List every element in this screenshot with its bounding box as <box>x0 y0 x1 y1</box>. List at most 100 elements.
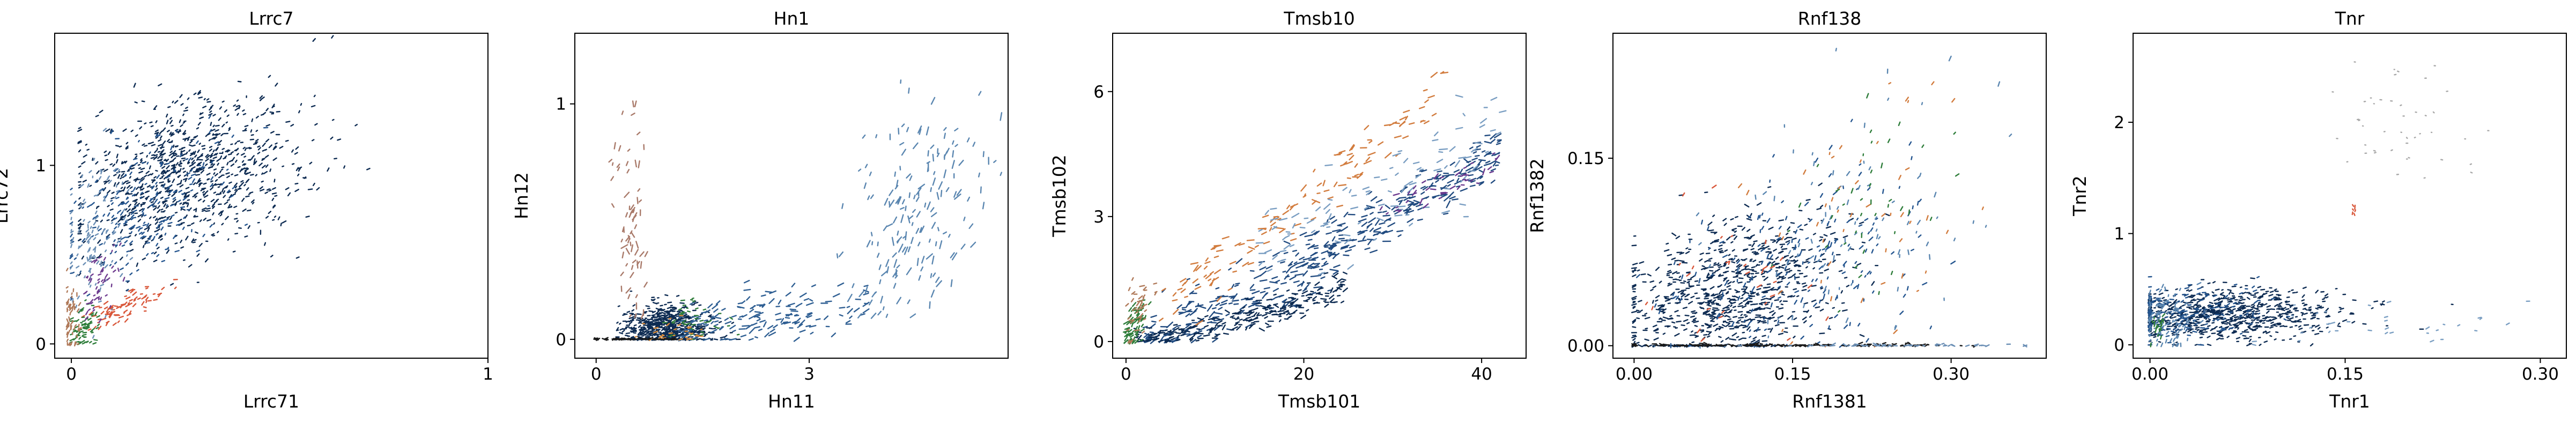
series-6 <box>593 336 677 341</box>
series-3 <box>1255 94 1507 276</box>
series-4 <box>662 297 740 340</box>
panel-1: Hn1 0 3 0 1 Hn11 Hn12 <box>511 8 1009 412</box>
y-axis-label: Rnf1382 <box>1527 158 1548 233</box>
axes-frame <box>54 33 488 359</box>
series-6-marks <box>1631 342 1979 348</box>
series-3 <box>77 279 178 331</box>
series-1-marks <box>69 115 269 301</box>
series-6 <box>65 268 82 347</box>
series-1 <box>1636 119 1956 349</box>
data-layer <box>65 35 371 347</box>
series-1 <box>69 115 269 301</box>
series-4 <box>1379 152 1500 215</box>
series-4-marks <box>1771 93 1960 313</box>
panel-0: Lrrc7 0 1 0 1 Lrrc71 Lrrc72 <box>0 8 493 412</box>
x-tick-label: 0 <box>66 365 77 384</box>
y-axis-label: Tmsb102 <box>1049 154 1070 237</box>
axes-frame <box>2133 33 2567 359</box>
series-3 <box>608 100 648 320</box>
series-1-marks <box>677 279 870 342</box>
series-0-marks <box>2148 277 2454 347</box>
series-4-marks <box>69 299 100 345</box>
axes-frame <box>574 33 1009 359</box>
series-3-marks <box>2252 300 2530 346</box>
panel-title: Rnf138 <box>1798 8 1861 29</box>
panel-2: Tmsb10 0 20 40 0 3 6 Tmsb101 Tmsb102 <box>1049 8 1527 412</box>
series-2 <box>1159 71 1449 326</box>
y-tick-label: 1 <box>556 95 566 114</box>
x-tick-label: 40 <box>1471 365 1492 384</box>
panel-title: Tnr <box>2335 8 2365 29</box>
series-3 <box>1738 81 1984 347</box>
x-tick-label: 3 <box>804 365 815 384</box>
series-3-marks <box>1738 81 1984 347</box>
x-axis-label: Rnf1381 <box>1792 391 1867 412</box>
data-layer <box>1631 48 2027 349</box>
series-4 <box>1771 93 1960 313</box>
y-tick-label: 6 <box>1093 83 1104 102</box>
x-tick-label: 0.00 <box>2131 365 2168 384</box>
series-4-marks <box>1379 152 1500 215</box>
series-5 <box>2351 204 2356 216</box>
series-2 <box>69 128 134 339</box>
y-tick-label: 0.00 <box>1567 337 1604 356</box>
series-7-marks <box>1737 342 2027 347</box>
axes-frame <box>1612 33 2047 359</box>
series-4-marks <box>2331 61 2490 179</box>
series-2-marks <box>2148 282 2204 347</box>
series-0 <box>2148 277 2454 347</box>
series-0 <box>1142 133 1502 344</box>
panel-title: Tmsb10 <box>1283 8 1354 29</box>
series-4 <box>2331 61 2490 179</box>
series-5-marks <box>1645 184 1829 342</box>
series-2 <box>836 79 1003 319</box>
x-tick-label: 0 <box>1121 365 1131 384</box>
series-2-marks <box>69 128 134 339</box>
data-layer <box>1122 71 1507 345</box>
series-3-marks <box>1255 94 1507 276</box>
series-2-marks <box>1159 71 1449 326</box>
series-4-marks <box>662 297 740 340</box>
series-2-marks <box>1654 48 2012 349</box>
panel-4: Tnr 0.00 0.15 0.30 0 1 2 Tnr1 Tnr2 <box>2069 8 2567 412</box>
series-6 <box>1125 277 1158 345</box>
series-5 <box>1645 184 1829 342</box>
series-7 <box>1737 342 2027 347</box>
x-tick-label: 0.15 <box>1774 365 1811 384</box>
series-3-marks <box>77 279 178 331</box>
series-2 <box>2148 282 2204 347</box>
y-tick-label: 2 <box>2114 113 2125 132</box>
series-2-marks <box>836 79 1003 319</box>
x-tick-label: 0.30 <box>2522 365 2559 384</box>
series-5-marks <box>83 242 125 323</box>
x-axis-label: Hn11 <box>768 391 815 412</box>
series-1-marks <box>1636 119 1956 349</box>
series-1 <box>677 279 870 342</box>
series-0 <box>77 35 371 292</box>
y-axis-label: Tnr2 <box>2069 175 2090 217</box>
series-6-marks <box>2150 313 2166 347</box>
series-3 <box>2252 300 2530 346</box>
y-tick-label: 0 <box>1093 332 1104 352</box>
series-6-marks <box>1125 277 1158 345</box>
panel-title: Hn1 <box>774 8 810 29</box>
data-layer <box>593 79 1003 342</box>
y-tick-label: 0 <box>556 330 566 350</box>
x-tick-label: 0.15 <box>2327 365 2364 384</box>
x-tick-label: 0.00 <box>1616 365 1653 384</box>
panel-3: Rnf138 0.00 0.15 0.30 0.00 0.15 Rnf1381 Rnf1382 <box>1527 8 2047 412</box>
y-tick-label: 0 <box>2114 336 2125 355</box>
series-3-marks <box>608 100 648 320</box>
series-4 <box>69 299 100 345</box>
x-tick-label: 20 <box>1293 365 1314 384</box>
x-tick-label: 0.30 <box>1933 365 1970 384</box>
axes-frame <box>1112 33 1527 359</box>
series-1 <box>1133 271 1348 344</box>
x-axis-label: Lrrc71 <box>243 391 299 412</box>
series-2 <box>1654 48 2012 349</box>
y-tick-label: 1 <box>35 156 46 175</box>
series-6 <box>2150 313 2166 347</box>
series-0-marks <box>77 35 371 292</box>
x-axis-label: Tmsb101 <box>1278 391 1360 412</box>
